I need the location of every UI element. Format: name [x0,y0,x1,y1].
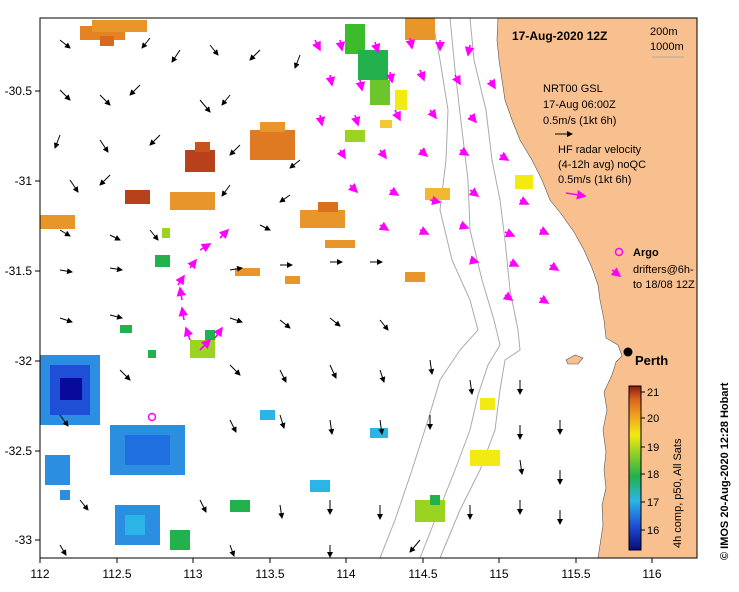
hf-radar-arrows [312,37,560,304]
colorbar-ticks [641,391,645,531]
contour-shelf [419,18,501,558]
y-tick-label: -31.5 [5,264,33,278]
perth-marker [623,347,633,357]
gsl-velocity-arrows [53,37,563,558]
x-tick-label: 115.5 [561,567,590,581]
x-tick-label: 113.5 [255,567,284,581]
drifter-tracks [175,228,230,351]
radar-scale: 0.5m/s (1kt 6h) [558,174,631,186]
radar-sub: (4-12h avg) noQC [558,159,646,171]
rottnest-island [565,354,584,365]
x-tick-label: 112 [30,567,49,581]
colorbar-label: 4h comp, p50, All Sats [672,438,684,548]
depth-200-label: 200m [650,26,678,38]
x-tick-label: 116 [642,567,661,581]
sst-warm-patches [40,18,450,284]
depth-1000-label: 1000m [650,41,684,53]
y-tick-label: -33 [15,533,33,547]
gsl-time: 17-Aug 06:00Z [543,99,616,111]
y-tick-label: -32 [15,354,33,368]
colorbar-tick-label: 20 [647,413,659,425]
sst-cool-patches [40,355,388,545]
colorbar [628,385,642,551]
drifter-legend-icon [610,267,622,277]
x-tick-label: 114 [336,567,355,581]
drifter-legend-line1: drifters@6h- [633,264,694,276]
radar-title: HF radar velocity [558,144,642,156]
argo-float [147,412,157,422]
x-tick-label: 115 [489,567,508,581]
plot-frame [39,17,698,559]
colorbar-tick-label: 16 [647,525,659,537]
gsl-scale: 0.5m/s (1kt 6h) [543,115,616,127]
colorbar-tick-label: 19 [647,442,659,454]
y-tick-label: -32.5 [5,444,33,458]
x-tick-label: 114.5 [408,567,437,581]
colorbar-tick-label: 17 [647,497,659,509]
x-tick-label: 112.5 [102,567,131,581]
y-tick-label: -31 [15,174,33,188]
land-mass [496,18,697,558]
x-axis [39,558,653,563]
date-title: 17-Aug-2020 12Z [512,29,607,43]
city-label: Perth [635,353,668,368]
y-tick-label: -30.5 [5,84,33,98]
contour-1000m [379,18,479,558]
y-axis [35,90,40,541]
drifter-legend-line2: to 18/08 12Z [633,279,695,291]
colorbar-tick-label: 21 [647,387,659,399]
credit-text: © IMOS 20-Aug-2020 12:28 Hobart [719,382,731,560]
x-tick-label: 113 [183,567,202,581]
colorbar-tick-label: 18 [647,469,659,481]
argo-legend-label: Argo [633,247,659,259]
argo-legend-icon [614,247,624,257]
radar-scale-arrow [565,190,587,200]
gsl-title: NRT00 GSL [543,83,603,95]
